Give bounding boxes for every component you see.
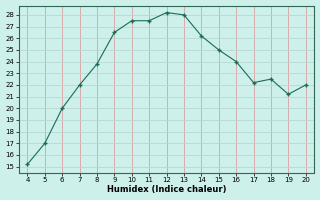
X-axis label: Humidex (Indice chaleur): Humidex (Indice chaleur) — [107, 185, 226, 194]
